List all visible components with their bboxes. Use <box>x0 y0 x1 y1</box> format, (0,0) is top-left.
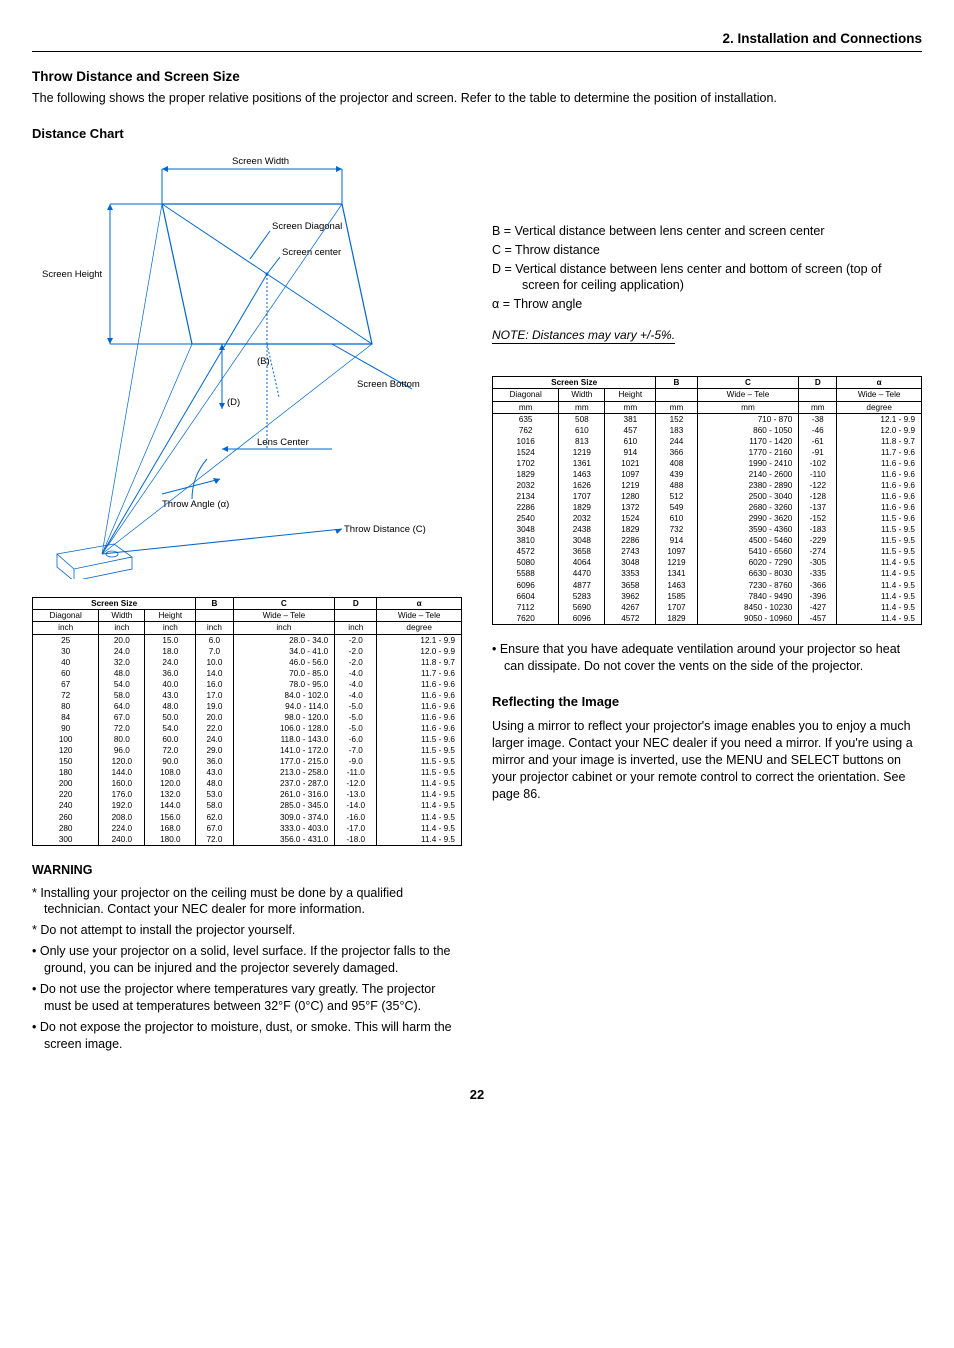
label-throw-distance: Throw Distance (C) <box>344 524 426 535</box>
warning-title: WARNING <box>32 862 462 879</box>
table-row: 2286182913725492680 - 3260-13711.6 - 9.6 <box>493 502 922 513</box>
th-b: B <box>196 598 233 610</box>
th-diagonal: Diagonal <box>33 610 99 622</box>
table-row: 180144.0108.043.0213.0 - 258.0-11.011.5 … <box>33 767 462 778</box>
reflecting-title: Reflecting the Image <box>492 693 922 711</box>
label-screen-bottom: Screen Bottom <box>357 379 420 390</box>
table-row: 76206096457218299050 - 10960-45711.4 - 9… <box>493 613 922 625</box>
callout-c: C = Throw distance <box>492 242 922 259</box>
th-d: D <box>335 598 377 610</box>
table-row: 1829146310974392140 - 2600-11011.6 - 9.6 <box>493 469 922 480</box>
distance-diagram: Screen Width Screen Diagonal Screen cent… <box>32 149 462 584</box>
section-title: 2. Installation and Connections <box>722 31 922 46</box>
table-row: 3024.018.07.034.0 - 41.0-2.012.0 - 9.9 <box>33 646 462 657</box>
th-wide-tele: Wide – Tele <box>377 610 462 622</box>
table-row: 3810304822869144500 - 5460-22911.5 - 9.5 <box>493 535 922 546</box>
callouts: B = Vertical distance between lens cente… <box>492 223 922 313</box>
table-row: 12096.072.029.0141.0 - 172.0-7.011.5 - 9… <box>33 745 462 756</box>
warning-list: * Installing your projector on the ceili… <box>32 885 462 1053</box>
table-row: 2520.015.06.028.0 - 34.0-2.012.1 - 9.9 <box>33 634 462 646</box>
label-lens-center: Lens Center <box>257 437 309 448</box>
table-row: 1702136110214081990 - 2410-10211.6 - 9.6 <box>493 458 922 469</box>
table-row: 10168136102441170 - 1420-6111.8 - 9.7 <box>493 436 922 447</box>
label-screen-width: Screen Width <box>232 156 289 167</box>
table-row: 8467.050.020.098.0 - 120.0-5.011.6 - 9.6 <box>33 712 462 723</box>
table-row: 6754.040.016.078.0 - 95.0-4.011.6 - 9.6 <box>33 679 462 690</box>
warning-item: • Only use your projector on a solid, le… <box>32 943 462 977</box>
table-row: 45723658274310975410 - 6560-27411.5 - 9.… <box>493 546 922 557</box>
warning-item: • Do not expose the projector to moistur… <box>32 1019 462 1053</box>
table-row: 60964877365814637230 - 8760-36611.4 - 9.… <box>493 580 922 591</box>
table-row: 50804064304812196020 - 7290-30511.4 - 9.… <box>493 557 922 568</box>
table-row: 152412199143661770 - 2160-9111.7 - 9.6 <box>493 447 922 458</box>
warning-item: • Do not use the projector where tempera… <box>32 981 462 1015</box>
note: NOTE: Distances may vary +/-5%. <box>492 327 675 344</box>
table-row: 220176.0132.053.0261.0 - 316.0-13.011.4 … <box>33 789 462 800</box>
table-row: 4032.024.010.046.0 - 56.0-2.011.8 - 9.7 <box>33 657 462 668</box>
callout-alpha: α = Throw angle <box>492 296 922 313</box>
table-row: 7258.043.017.084.0 - 102.0-4.011.6 - 9.6 <box>33 690 462 701</box>
callout-b: B = Vertical distance between lens cente… <box>492 223 922 240</box>
table-mm: Screen Size B C D α Diagonal Width Heigh… <box>492 376 922 624</box>
table-row: 240192.0144.058.0285.0 - 345.0-14.011.4 … <box>33 800 462 811</box>
table-row: 55884470335313416630 - 8030-33511.4 - 9.… <box>493 568 922 579</box>
th-wide-tele: Wide – Tele <box>233 610 335 622</box>
table-row: 6048.036.014.070.0 - 85.0-4.011.7 - 9.6 <box>33 668 462 679</box>
table-row: 260208.0156.062.0309.0 - 374.0-16.011.4 … <box>33 812 462 823</box>
table-row: 2540203215246102990 - 3620-15211.5 - 9.6 <box>493 513 922 524</box>
table-row: 200160.0120.048.0237.0 - 287.0-12.011.4 … <box>33 778 462 789</box>
throw-title: Throw Distance and Screen Size <box>32 68 922 86</box>
table-row: 8064.048.019.094.0 - 114.0-5.011.6 - 9.6 <box>33 701 462 712</box>
label-b: (B) <box>257 356 270 367</box>
table-row: 2032162612194882380 - 2890-12211.6 - 9.6 <box>493 480 922 491</box>
table-row: 300240.0180.072.0356.0 - 431.0-18.011.4 … <box>33 834 462 846</box>
warning-item: * Do not attempt to install the projecto… <box>32 922 462 939</box>
label-throw-angle: Throw Angle (α) <box>162 499 229 510</box>
throw-intro: The following shows the proper relative … <box>32 90 922 107</box>
table-row: 3048243818297323590 - 4360-18311.5 - 9.5 <box>493 524 922 535</box>
th-height: Height <box>145 610 196 622</box>
th-screen-size: Screen Size <box>33 598 196 610</box>
label-screen-height: Screen Height <box>42 269 103 280</box>
reflecting-body: Using a mirror to reflect your projector… <box>492 718 922 802</box>
callout-d: D = Vertical distance between lens cente… <box>492 261 922 295</box>
table-row: 635508381152710 - 870-3812.1 - 9.9 <box>493 413 922 425</box>
table-row: 9072.054.022.0106.0 - 128.0-5.011.6 - 9.… <box>33 723 462 734</box>
table-row: 762610457183860 - 1050-4612.0 - 9.9 <box>493 425 922 436</box>
vent-text: • Ensure that you have adequate ventilat… <box>492 641 922 675</box>
table-row: 2134170712805122500 - 3040-12811.6 - 9.6 <box>493 491 922 502</box>
label-d: (D) <box>227 397 240 408</box>
th-c: C <box>233 598 335 610</box>
warning-item: * Installing your projector on the ceili… <box>32 885 462 919</box>
table-row: 66045283396215857840 - 9490-39611.4 - 9.… <box>493 591 922 602</box>
th-width: Width <box>99 610 145 622</box>
chart-title: Distance Chart <box>32 125 922 143</box>
table-row: 10080.060.024.0118.0 - 143.0-6.011.5 - 9… <box>33 734 462 745</box>
th-alpha: α <box>377 598 462 610</box>
table-row: 150120.090.036.0177.0 - 215.0-9.011.5 - … <box>33 756 462 767</box>
table-inch: Screen Size B C D α Diagonal Width Heigh… <box>32 597 462 845</box>
table-row: 280224.0168.067.0333.0 - 403.0-17.011.4 … <box>33 823 462 834</box>
label-screen-diagonal: Screen Diagonal <box>272 221 342 232</box>
page-number: 22 <box>32 1086 922 1104</box>
table-row: 71125690426717078450 - 10230-42711.4 - 9… <box>493 602 922 613</box>
section-header: 2. Installation and Connections <box>32 30 922 52</box>
